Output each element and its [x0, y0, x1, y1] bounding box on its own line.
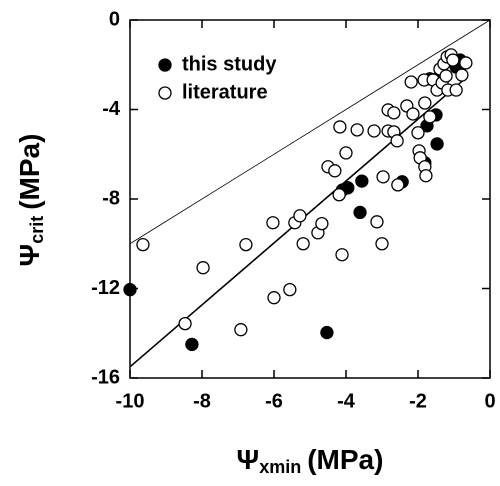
- point: [185, 337, 199, 352]
- point: [350, 123, 364, 137]
- legend-label: this study: [182, 53, 277, 75]
- y-label-subscript: crit: [27, 216, 47, 244]
- point: [333, 120, 347, 134]
- point: [355, 174, 369, 188]
- point: [283, 282, 297, 297]
- point: [418, 96, 432, 110]
- point: [266, 216, 280, 230]
- point: [178, 316, 192, 331]
- point: [411, 126, 425, 140]
- point: [455, 68, 469, 82]
- point: [341, 181, 355, 195]
- trend-line: [129, 19, 491, 245]
- y-tick-label: -16: [91, 366, 120, 388]
- point: [406, 107, 420, 121]
- point: [449, 83, 463, 97]
- point: [459, 56, 473, 70]
- x-tick-label: 0: [484, 390, 495, 412]
- y-label-unit: (MPa): [14, 134, 45, 210]
- point: [439, 69, 453, 83]
- point: [423, 110, 437, 124]
- x-tick-label: -10: [116, 390, 145, 412]
- point: [315, 216, 329, 231]
- point: [446, 53, 460, 67]
- y-tick-label: -4: [102, 98, 121, 120]
- point: [387, 106, 401, 120]
- x-tick-label: -2: [409, 390, 427, 412]
- point: [353, 205, 367, 220]
- x-tick-label: -6: [265, 390, 283, 412]
- point: [339, 146, 353, 160]
- point: [367, 124, 381, 138]
- y-tick-label: 0: [109, 8, 120, 30]
- point: [320, 325, 334, 340]
- x-label-symbol: Ψ: [237, 444, 260, 475]
- y-tick-label: -12: [91, 277, 120, 299]
- point: [419, 169, 433, 183]
- point: [267, 291, 281, 305]
- y-tick-label: -8: [102, 187, 120, 209]
- point: [376, 170, 390, 184]
- point: [332, 188, 346, 202]
- point: [123, 282, 137, 297]
- y-axis-label: Ψcrit (MPa): [14, 134, 46, 267]
- x-tick-label: -4: [337, 390, 356, 412]
- legend-marker: [158, 58, 172, 72]
- x-label-subscript: xmin: [259, 457, 301, 477]
- point: [239, 237, 253, 252]
- x-axis-label: Ψxmin (MPa): [237, 444, 384, 476]
- point: [430, 137, 444, 151]
- point: [335, 248, 349, 262]
- point: [196, 261, 210, 275]
- x-label-unit: (MPa): [307, 444, 383, 475]
- legend-label: literature: [182, 81, 268, 103]
- point: [234, 323, 248, 337]
- point: [404, 75, 418, 89]
- legend-marker: [158, 86, 172, 100]
- x-tick-label: -8: [193, 390, 211, 412]
- point: [328, 164, 342, 178]
- point: [293, 209, 307, 223]
- point: [375, 237, 389, 251]
- point: [370, 215, 384, 229]
- point: [391, 178, 405, 192]
- point: [390, 134, 404, 148]
- y-label-symbol: Ψ: [14, 244, 45, 267]
- point: [296, 237, 310, 251]
- point: [136, 237, 150, 252]
